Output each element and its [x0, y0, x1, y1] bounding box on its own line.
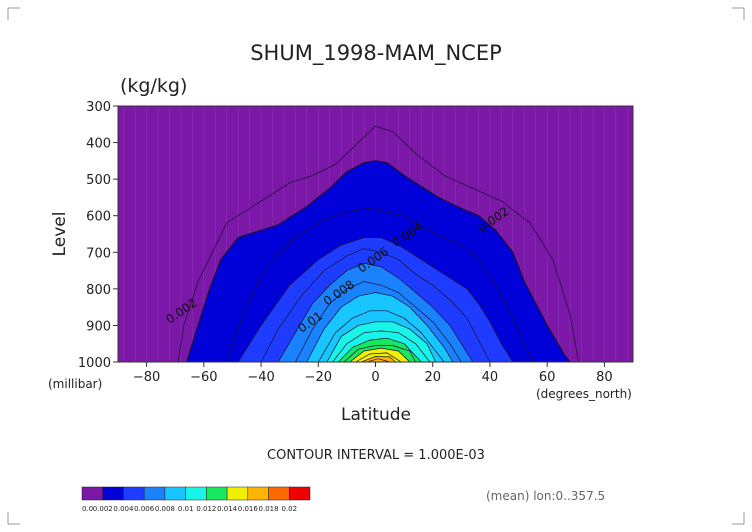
- x-unit-label: (degrees_north): [536, 387, 632, 401]
- contour-line: [332, 330, 431, 362]
- colorbar-tick-label: 0.01: [178, 505, 194, 513]
- colorbar-swatch: [102, 486, 124, 501]
- colorbar-swatch: [143, 486, 166, 501]
- colorbar-tick-label: 0.006: [134, 505, 155, 513]
- contour-line: [361, 356, 396, 362]
- colorbar: 0.0 0.002 0.004 0.006 0.008 0.01 0.012 0.014 0.0…: [81, 486, 311, 513]
- y-tick-label: 700: [86, 246, 111, 261]
- y-tick-label: 900: [86, 319, 111, 334]
- x-axis-ticks: −80 −60 −40 −20 0 20 40 60 80: [133, 362, 613, 385]
- contour-line: [295, 281, 462, 362]
- corner-marks: [7, 7, 745, 525]
- colorbar-swatch: [123, 486, 145, 501]
- colorbar-tick-label: 0.018: [259, 505, 279, 513]
- contour-line: [349, 347, 411, 362]
- colorbar-tick-label: 0.016: [238, 505, 259, 513]
- contour-line: [338, 337, 422, 362]
- y-tick-label: 400: [86, 137, 111, 152]
- colorbar-swatch: [226, 486, 249, 501]
- x-tick-label: 80: [596, 370, 613, 385]
- colorbar-swatch: [268, 486, 290, 501]
- colorbar-swatch: [164, 486, 186, 501]
- contour-lines: [177, 125, 579, 362]
- x-tick-label: −80: [133, 370, 160, 385]
- y-axis-label: Level: [50, 212, 70, 257]
- contour-line: [177, 125, 579, 362]
- contour-line: [326, 321, 436, 362]
- units-label: (kg/kg): [120, 75, 187, 97]
- x-axis-label: Latitude: [341, 405, 411, 425]
- contour-fill: [349, 348, 410, 362]
- x-tick-label: −20: [305, 370, 332, 385]
- y-axis-ticks: 300 400 500 600 700 800 900 1000: [78, 100, 118, 371]
- colorbar-tick-label: 0.002: [93, 505, 113, 513]
- x-tick-label: 0: [371, 370, 379, 385]
- x-tick-label: −40: [247, 370, 274, 385]
- x-tick-label: 40: [482, 370, 499, 385]
- y-tick-label: 800: [86, 283, 111, 298]
- colorbar-tick-label: 0.02: [281, 505, 297, 513]
- chart-title: SHUM_1998-MAM_NCEP: [250, 41, 502, 66]
- y-tick-label: 500: [86, 173, 111, 188]
- y-tick-label: 300: [86, 100, 111, 115]
- x-tick-label: −60: [190, 370, 217, 385]
- contour-line: [343, 345, 416, 362]
- contour-line: [366, 358, 390, 362]
- colorbar-tick-label: 0.0: [82, 505, 93, 513]
- y-tick-label: 1000: [78, 356, 111, 371]
- contour-fill: [361, 356, 396, 362]
- y-unit-label: (millibar): [48, 377, 102, 391]
- colorbar-tick-label: 0.012: [196, 505, 216, 513]
- x-tick-label: 60: [539, 370, 556, 385]
- colorbar-tick-label: 0.008: [155, 505, 175, 513]
- mean-note: (mean) lon:0..357.5: [486, 489, 605, 503]
- contour-line: [226, 208, 534, 362]
- contour-interval-note: CONTOUR INTERVAL = 1.000E-03: [267, 448, 485, 463]
- y-tick-label: 600: [86, 210, 111, 225]
- contour-line: [306, 292, 454, 362]
- colorbar-swatch: [185, 486, 207, 501]
- colorbar-tick-label: 0.014: [217, 505, 238, 513]
- colorbar-swatch: [81, 486, 103, 501]
- contour-line: [317, 310, 445, 362]
- contour-line: [237, 237, 514, 362]
- colorbar-tick-label: 0.004: [113, 505, 134, 513]
- contour-line: [186, 160, 571, 362]
- colorbar-swatch: [206, 486, 228, 501]
- contour-line: [260, 248, 491, 362]
- colorbar-swatch: [247, 486, 269, 501]
- contour-line: [355, 352, 402, 362]
- contour-line: [277, 262, 474, 362]
- colorbar-swatch: [289, 486, 311, 501]
- x-tick-label: 20: [424, 370, 441, 385]
